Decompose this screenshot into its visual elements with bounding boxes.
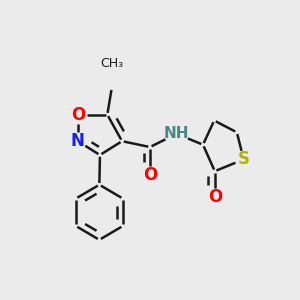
Text: N: N — [71, 132, 85, 150]
Text: O: O — [208, 188, 222, 206]
Text: O: O — [143, 166, 157, 184]
Text: S: S — [238, 150, 250, 168]
Text: NH: NH — [164, 126, 189, 141]
Text: O: O — [71, 106, 85, 124]
Text: CH₃: CH₃ — [100, 58, 123, 70]
